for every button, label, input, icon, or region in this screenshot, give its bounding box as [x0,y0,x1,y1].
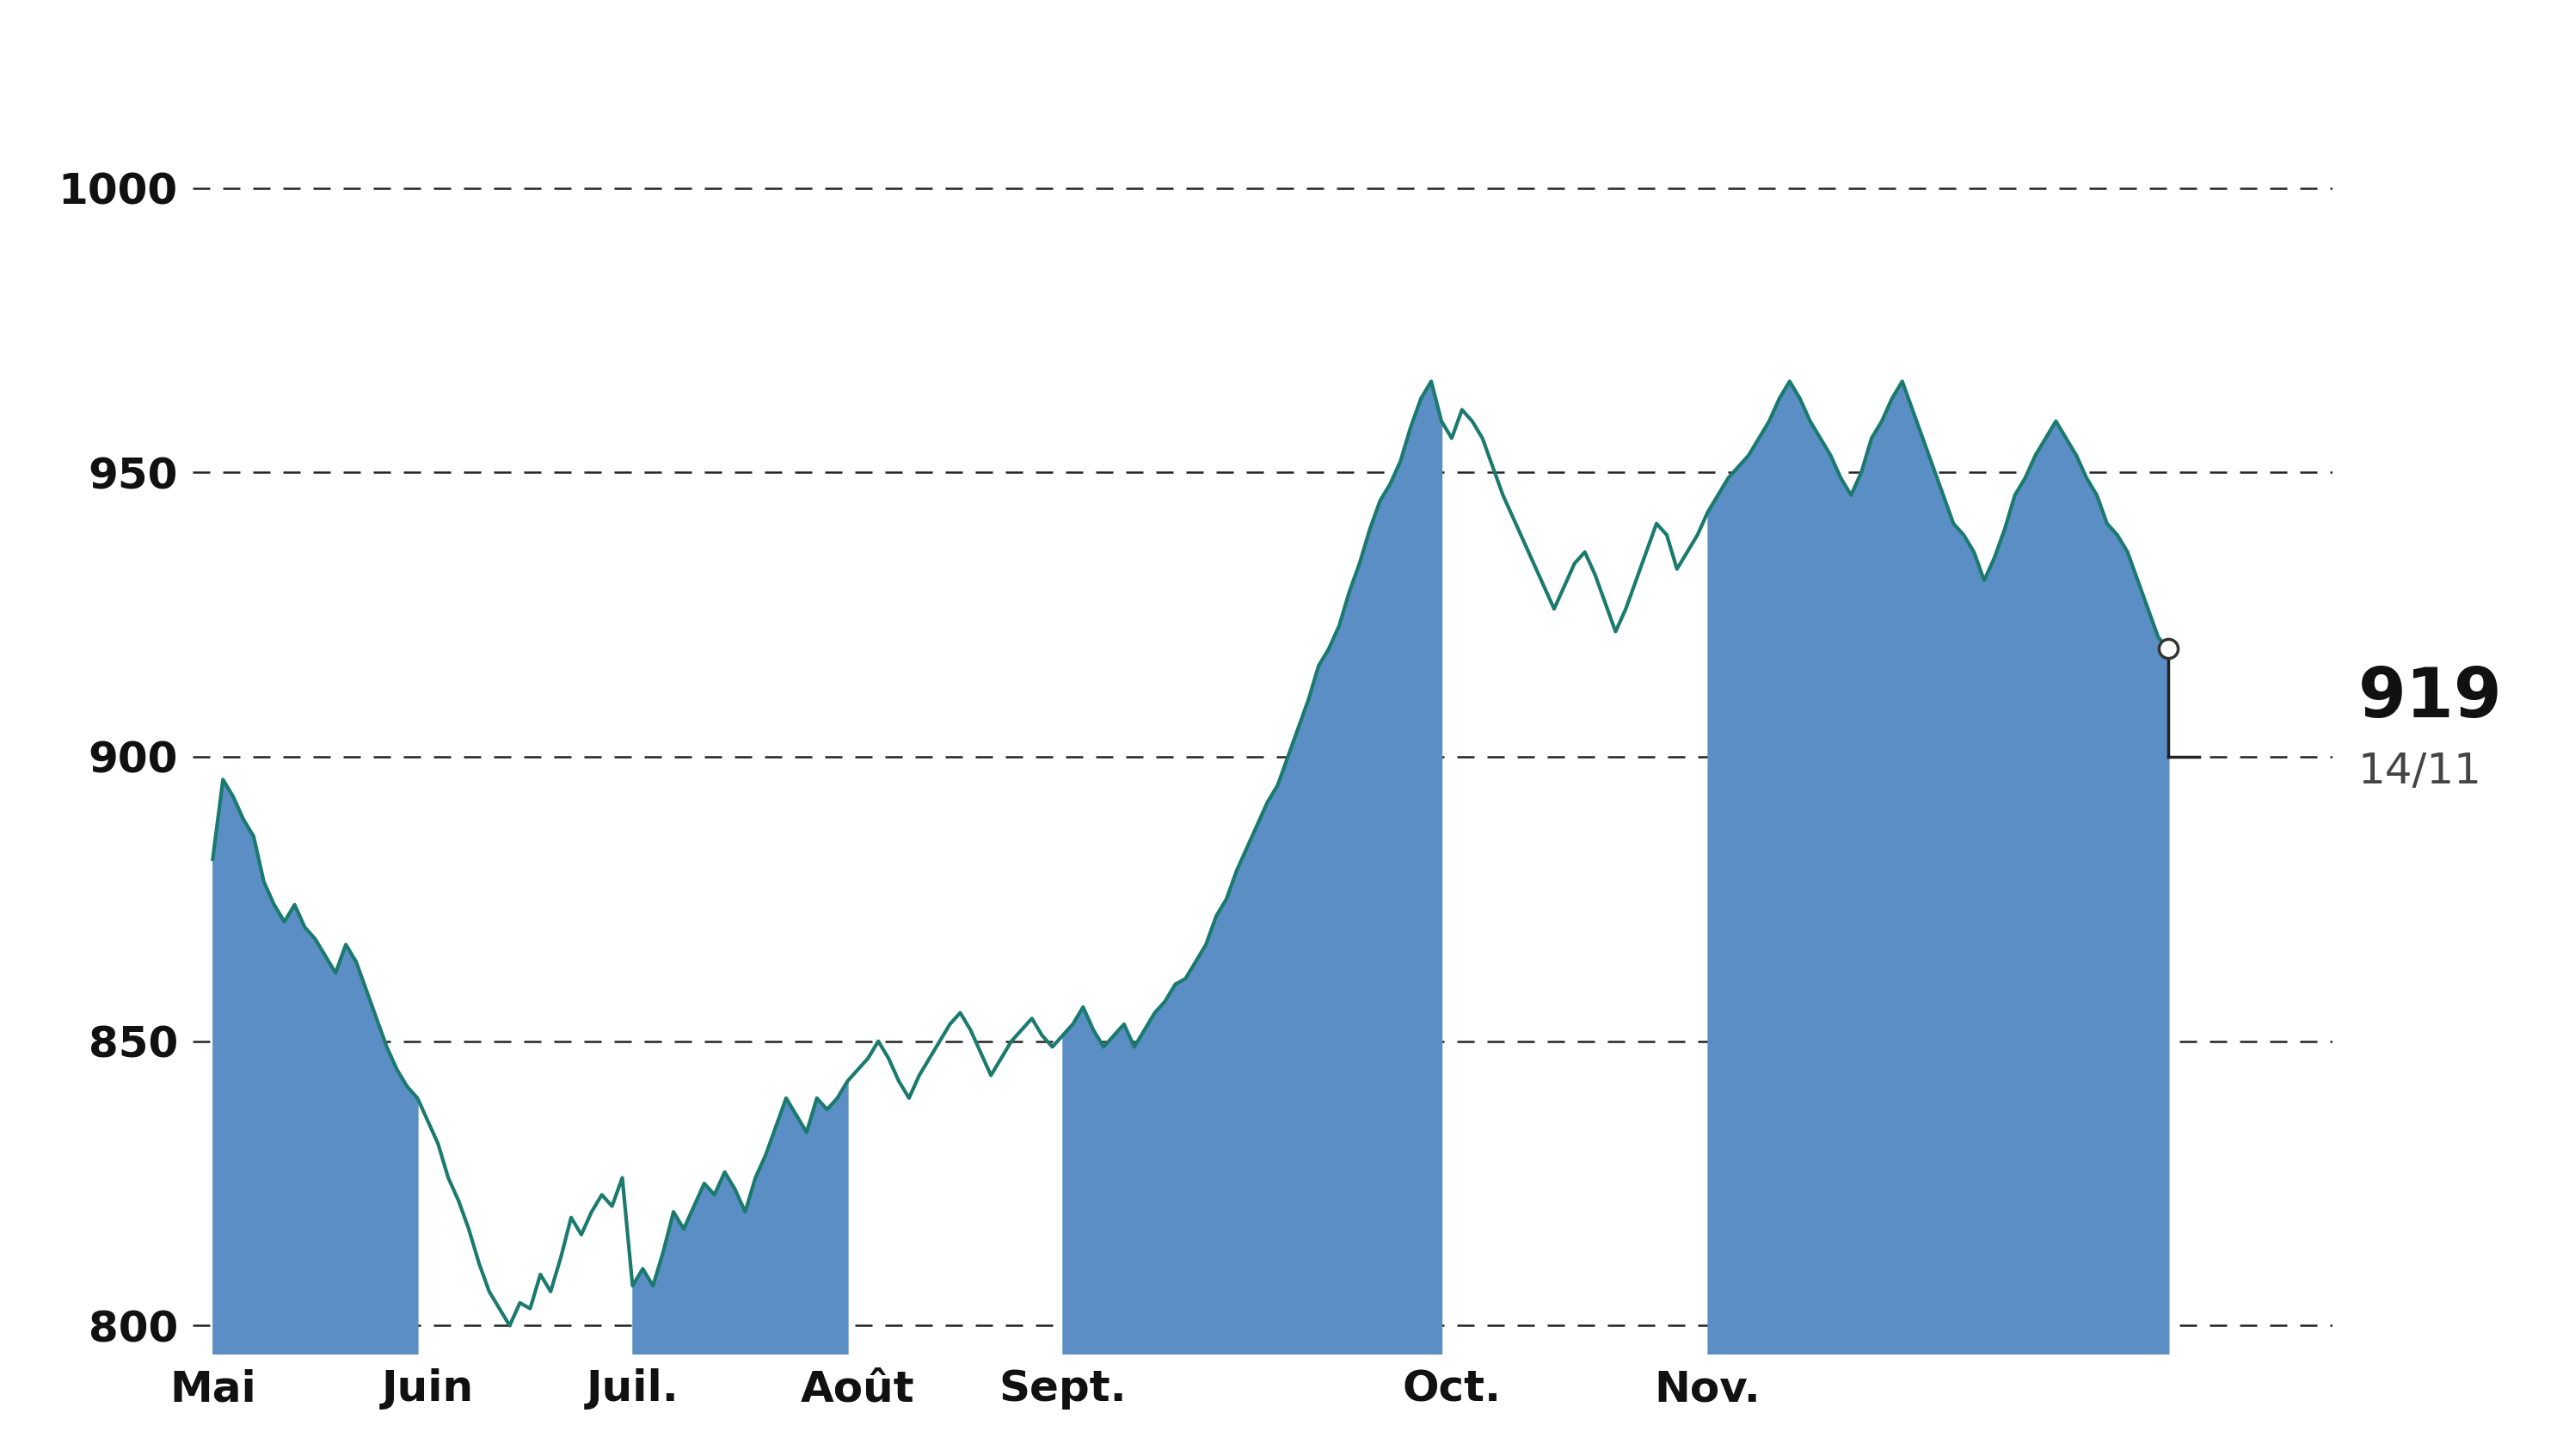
Text: 919: 919 [2358,665,2501,732]
Text: 14/11: 14/11 [2358,751,2481,792]
Text: ROBERTET: ROBERTET [1002,16,1561,108]
